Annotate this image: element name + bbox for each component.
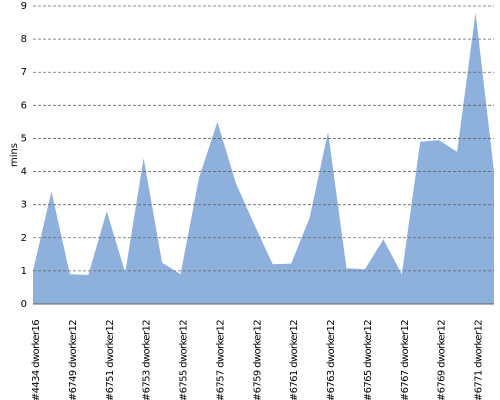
y-tick-label: 0 xyxy=(21,299,27,310)
x-tick-label: #6757 dworker12 xyxy=(215,320,226,400)
area xyxy=(33,12,494,304)
y-tick-label: 8 xyxy=(21,34,27,45)
y-axis-label: mins xyxy=(9,143,20,167)
x-tick-label: #6759 dworker12 xyxy=(252,320,263,400)
x-tick-label: #6753 dworker12 xyxy=(142,320,153,400)
x-tick-label: #4434 dworker16 xyxy=(31,320,42,400)
y-tick-label: 4 xyxy=(21,167,27,178)
y-tick-label: 7 xyxy=(21,67,27,78)
x-tick-label: #6761 dworker12 xyxy=(289,320,300,400)
x-tick-label: #6769 dworker12 xyxy=(437,320,448,400)
y-tick-label: 2 xyxy=(21,233,27,244)
x-tick-label: #6755 dworker12 xyxy=(179,320,190,400)
x-tick-label: #6767 dworker12 xyxy=(400,320,411,400)
y-tick-label: 1 xyxy=(21,266,27,277)
y-tick-label: 6 xyxy=(21,100,27,111)
x-tick-label: #6765 dworker12 xyxy=(363,320,374,400)
y-tick-label: 3 xyxy=(21,200,27,211)
x-tick-label: #6751 dworker12 xyxy=(105,320,116,400)
x-tick-label: #6763 dworker12 xyxy=(326,320,337,400)
x-tick-label: #6749 dworker12 xyxy=(68,320,79,400)
y-tick-label: 9 xyxy=(21,1,27,12)
y-tick-label: 5 xyxy=(21,133,27,144)
x-tick-label: #6771 dworker12 xyxy=(474,320,485,400)
